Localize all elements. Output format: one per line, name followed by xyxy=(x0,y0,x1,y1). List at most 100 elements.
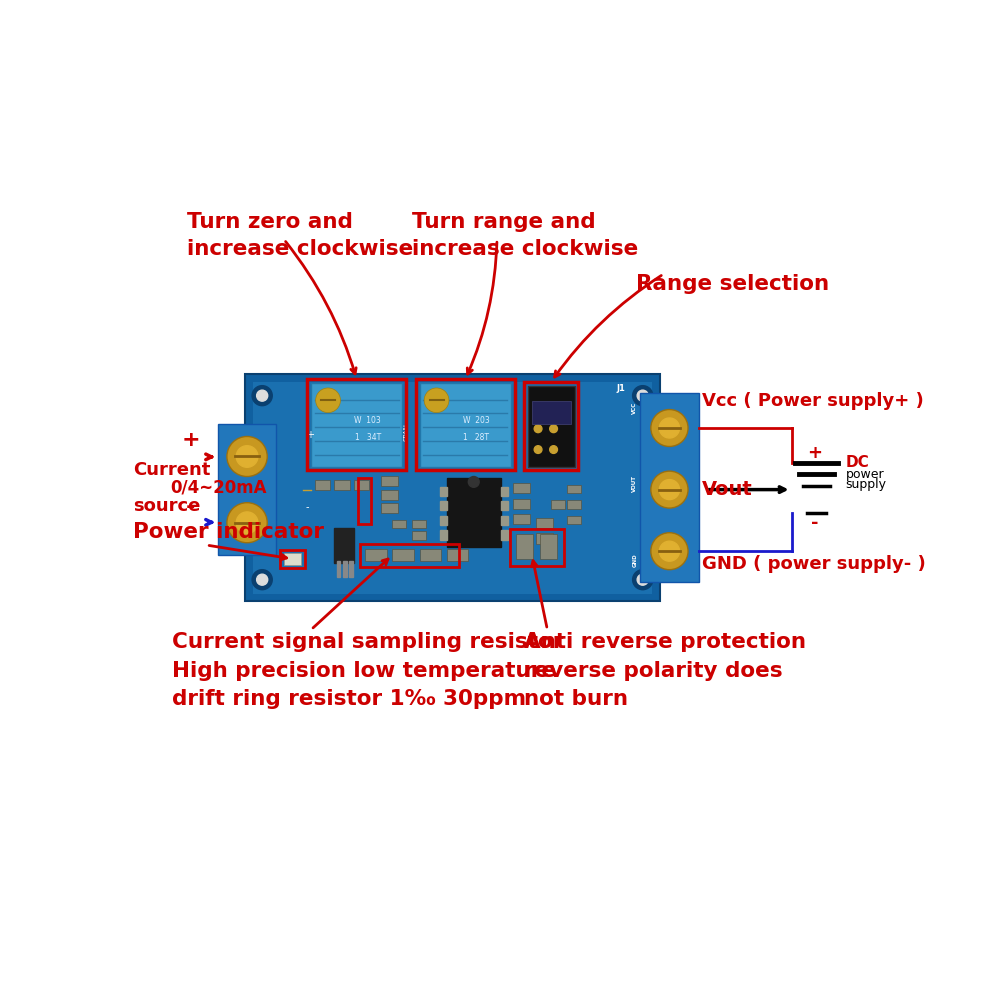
Circle shape xyxy=(550,446,557,453)
Circle shape xyxy=(659,418,680,438)
Circle shape xyxy=(550,425,557,433)
Bar xyxy=(551,500,565,509)
Text: increase clockwise: increase clockwise xyxy=(412,239,638,259)
Circle shape xyxy=(651,471,688,508)
Bar xyxy=(516,534,533,559)
Text: GND ( power supply- ): GND ( power supply- ) xyxy=(702,555,926,573)
Circle shape xyxy=(659,480,680,500)
Circle shape xyxy=(550,404,557,412)
Bar xyxy=(640,393,698,582)
Text: Vout: Vout xyxy=(702,480,753,499)
Bar xyxy=(440,501,447,510)
Bar xyxy=(337,561,340,577)
Text: Turn zero and: Turn zero and xyxy=(187,212,353,232)
Circle shape xyxy=(227,503,267,543)
Bar xyxy=(512,514,530,524)
Text: not burn: not burn xyxy=(524,689,628,709)
Bar xyxy=(536,533,553,544)
Text: W  203: W 203 xyxy=(463,416,490,425)
Bar xyxy=(412,531,426,540)
Bar xyxy=(218,424,276,555)
Bar xyxy=(420,383,511,466)
Circle shape xyxy=(534,404,542,412)
Text: High precision low temperature: High precision low temperature xyxy=(172,661,556,681)
Bar xyxy=(392,520,406,528)
Circle shape xyxy=(651,533,688,570)
Bar xyxy=(528,386,574,466)
Text: power: power xyxy=(846,468,884,481)
Circle shape xyxy=(633,386,653,406)
Circle shape xyxy=(252,386,272,406)
Circle shape xyxy=(236,446,258,467)
Text: drift ring resistor 1‰ 30ppm: drift ring resistor 1‰ 30ppm xyxy=(172,689,526,709)
Bar xyxy=(245,374,660,601)
Circle shape xyxy=(257,574,268,585)
Bar xyxy=(416,379,515,470)
Text: Range selection: Range selection xyxy=(637,274,830,294)
Circle shape xyxy=(534,446,542,453)
Circle shape xyxy=(637,390,648,401)
Bar xyxy=(412,520,426,528)
Text: Power indicator: Power indicator xyxy=(133,522,324,542)
Bar xyxy=(536,518,553,528)
Bar xyxy=(284,553,301,565)
Text: GND: GND xyxy=(632,554,637,567)
Text: -: - xyxy=(186,497,196,517)
Bar xyxy=(540,534,557,559)
Bar xyxy=(253,382,652,594)
Text: DC: DC xyxy=(846,455,870,470)
Text: -: - xyxy=(306,502,309,512)
Circle shape xyxy=(424,388,449,413)
Bar xyxy=(307,379,406,470)
Bar xyxy=(447,549,468,561)
Text: VOUT: VOUT xyxy=(632,475,637,492)
Text: 1   28T: 1 28T xyxy=(463,433,489,442)
Bar xyxy=(420,549,441,561)
Text: J1: J1 xyxy=(617,384,625,393)
Bar xyxy=(440,530,447,540)
Text: increase clockwise: increase clockwise xyxy=(187,239,413,259)
Circle shape xyxy=(637,574,648,585)
Circle shape xyxy=(252,570,272,590)
Text: supply: supply xyxy=(846,478,887,491)
Bar xyxy=(501,530,508,540)
Bar xyxy=(334,528,354,563)
Circle shape xyxy=(651,410,688,446)
Bar xyxy=(510,529,564,566)
Bar xyxy=(381,503,398,513)
Text: 1   34T: 1 34T xyxy=(355,433,381,442)
Bar xyxy=(440,487,447,496)
Bar xyxy=(365,549,387,561)
Bar xyxy=(567,485,581,493)
Text: SPAN: SPAN xyxy=(403,423,409,441)
Text: VCC: VCC xyxy=(632,402,637,414)
Bar xyxy=(524,382,578,470)
Text: Current signal sampling resistor: Current signal sampling resistor xyxy=(172,632,563,652)
Text: +: + xyxy=(807,444,822,462)
Text: -: - xyxy=(811,514,818,532)
Bar xyxy=(512,483,530,493)
Circle shape xyxy=(659,541,680,561)
Bar xyxy=(280,550,305,568)
Bar xyxy=(358,478,371,524)
Bar xyxy=(440,516,447,525)
Text: Anti reverse protection: Anti reverse protection xyxy=(524,632,806,652)
Text: +: + xyxy=(182,430,200,450)
Bar xyxy=(354,480,369,490)
Bar xyxy=(381,476,398,486)
Bar xyxy=(567,516,581,524)
Text: source: source xyxy=(133,497,200,515)
Text: reverse polarity does: reverse polarity does xyxy=(524,661,783,681)
Bar xyxy=(334,480,350,490)
Bar xyxy=(501,516,508,525)
Circle shape xyxy=(257,390,268,401)
Circle shape xyxy=(468,477,479,487)
Bar xyxy=(360,544,459,567)
Bar xyxy=(447,478,501,547)
Text: W  103: W 103 xyxy=(354,416,381,425)
Bar xyxy=(512,499,530,509)
Circle shape xyxy=(236,512,258,533)
Bar xyxy=(315,480,330,490)
Bar xyxy=(567,500,581,509)
Text: +: + xyxy=(306,430,314,440)
